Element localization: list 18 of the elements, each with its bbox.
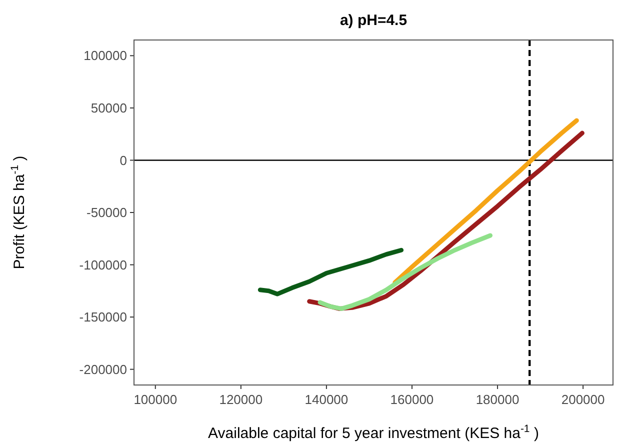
x-tick-label: 200000 (561, 392, 605, 407)
y-tick-label: 100000 (84, 48, 127, 64)
y-tick-label: -50000 (86, 205, 127, 220)
line-series (318, 233, 493, 311)
line-series (392, 118, 579, 285)
x-tick-label: 160000 (390, 392, 434, 407)
x-tick-label: 100000 (134, 392, 178, 407)
x-tick-label: 120000 (219, 392, 263, 407)
y-tick-label: -100000 (79, 257, 127, 272)
y-tick-label: -150000 (79, 310, 127, 325)
y-tick-label: -200000 (79, 362, 127, 377)
x-axis-title: Available capital for 5 year investment (KES ha$^{-1}$ ) (208, 423, 539, 442)
y-tick-label: 0 (120, 152, 127, 168)
x-tick-label: 180000 (476, 392, 520, 407)
line-series (258, 248, 404, 296)
y-tick-label: 50000 (90, 100, 127, 116)
x-tick-label: 140000 (304, 392, 348, 407)
chart-title: a) pH=4.5 (340, 12, 408, 29)
